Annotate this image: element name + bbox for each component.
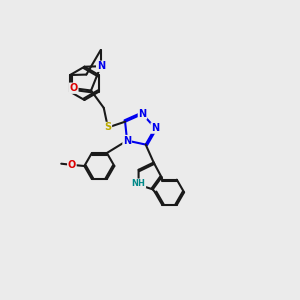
Text: N: N (151, 123, 159, 133)
Text: O: O (70, 83, 78, 93)
Text: N: N (97, 61, 105, 71)
Text: NH: NH (132, 179, 145, 188)
Text: S: S (104, 122, 112, 133)
Text: O: O (68, 160, 76, 170)
Text: N: N (123, 136, 131, 146)
Text: N: N (138, 109, 146, 119)
